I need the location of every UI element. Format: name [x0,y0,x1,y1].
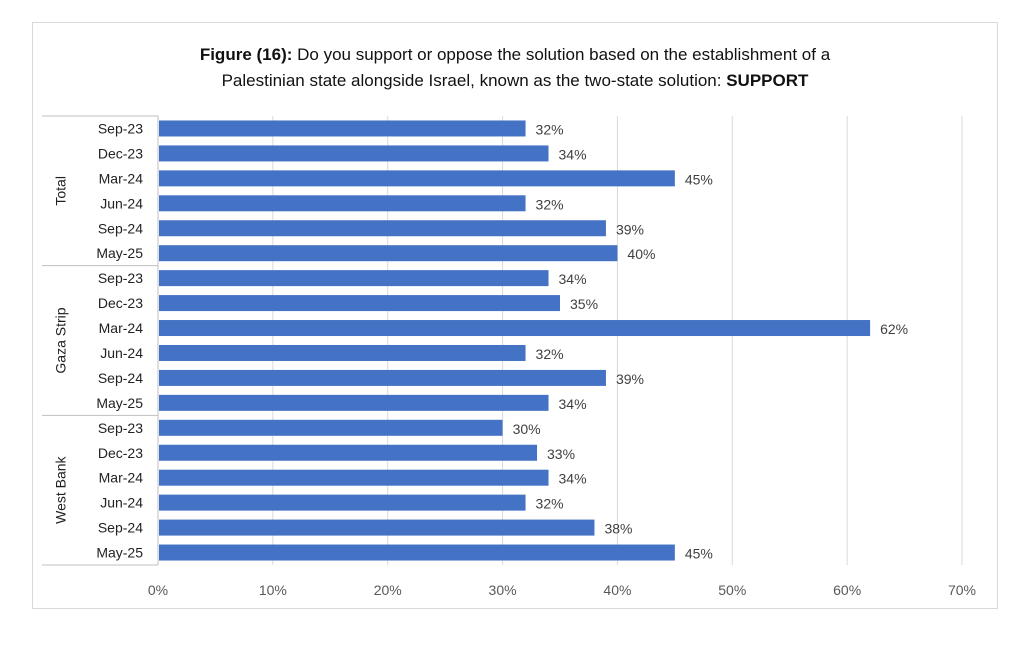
category-label: Jun-24 [100,495,143,511]
category-label: Sep-24 [98,370,143,386]
bar [159,295,560,312]
x-tick-label: 10% [259,582,287,598]
gridlines [272,116,963,565]
labels: Total Sep-23 32% Dec-23 34% Mar-24 45% Jun-24 32… [53,120,908,561]
title-emphasis: SUPPORT [726,71,809,90]
data-label: 30% [513,421,541,437]
data-label: 34% [559,146,587,162]
x-tick-label: 70% [948,582,976,598]
bar [159,170,675,187]
bar [159,320,871,337]
bar [159,469,549,486]
title-line-1: Figure (16): Do you support or oppose th… [32,42,998,68]
category-label: Dec-23 [98,145,143,161]
bars [159,120,871,561]
data-label: 35% [570,296,598,312]
category-label: May-25 [96,245,143,261]
category-label: Sep-23 [98,120,143,136]
bar [159,519,595,536]
category-label: Jun-24 [100,345,143,361]
title-line-2: Palestinian state alongside Israel, know… [32,68,998,94]
bar [159,145,549,162]
x-tick-label: 20% [374,582,402,598]
data-label: 45% [685,171,713,187]
data-label: 34% [559,471,587,487]
data-label: 32% [536,346,564,362]
data-label: 34% [559,271,587,287]
bar [159,494,526,511]
title-line-2-text: Palestinian state alongside Israel, know… [221,71,722,90]
data-label: 39% [616,221,644,237]
category-label: May-25 [96,545,143,561]
data-label: 32% [536,196,564,212]
x-tick-label: 0% [148,582,168,598]
category-label: Mar-24 [99,320,144,336]
data-label: 45% [685,546,713,562]
data-label: 32% [536,121,564,137]
data-label: 62% [880,321,908,337]
category-label: Sep-24 [98,520,143,536]
bar [159,419,503,436]
chart-frame [32,22,998,609]
category-label: Mar-24 [99,170,144,186]
data-label: 32% [536,496,564,512]
data-label: 33% [547,446,575,462]
category-label: Mar-24 [99,470,144,486]
data-label: 39% [616,371,644,387]
data-label: 38% [604,521,632,537]
bar [159,544,675,561]
bar [159,344,526,361]
bar [159,369,606,386]
category-label: Jun-24 [100,195,143,211]
category-label: Sep-23 [98,420,143,436]
title-line-1-text: Do you support or oppose the solution ba… [297,45,831,64]
chart-title: Figure (16): Do you support or oppose th… [32,42,998,94]
category-label: Sep-24 [98,220,143,236]
bar [159,120,526,137]
x-tick-label: 60% [833,582,861,598]
x-tick-label: 40% [603,582,631,598]
bar [159,245,618,262]
bar [159,444,538,461]
group-label: Gaza Strip [53,307,69,373]
x-tick-label: 50% [718,582,746,598]
bar [159,220,606,237]
category-label: Dec-23 [98,445,143,461]
bar [159,270,549,287]
category-label: Dec-23 [98,295,143,311]
axes: 0% 10% 20% 30% 40% 50% 60% 70% [42,115,976,598]
bar [159,394,549,411]
bar [159,195,526,212]
data-label: 40% [627,246,655,262]
title-prefix: Figure (16): [199,45,293,64]
x-tick-label: 30% [489,582,517,598]
data-label: 34% [559,396,587,412]
group-label: West Bank [53,455,69,523]
group-label: Total [53,176,69,206]
category-label: Sep-23 [98,270,143,286]
category-label: May-25 [96,395,143,411]
